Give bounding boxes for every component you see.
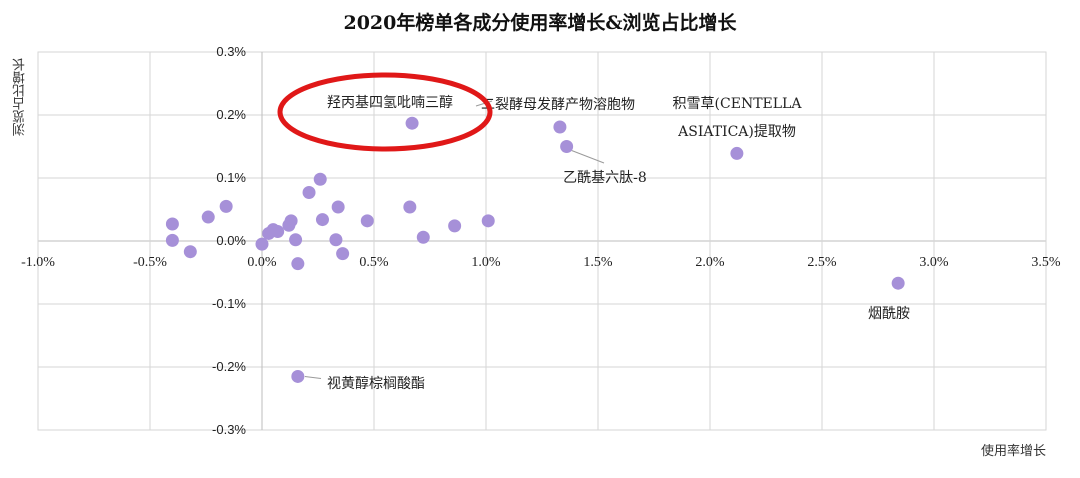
point-label: 积雪草(CENTELLA ASIATICA)提取物	[673, 96, 803, 140]
data-point	[183, 245, 197, 259]
x-tick-label: 3.5%	[1031, 255, 1061, 270]
data-point	[403, 200, 417, 214]
label-leader-lines	[304, 100, 605, 379]
y-tick-label: 0.0%	[216, 233, 246, 248]
x-tick-labels: -1.0% -0.5% 0.0% 0.5% 1.0% 1.5% 2.0% 2.5% 3.0% 3.…	[21, 255, 1061, 270]
x-tick-label: 1.5%	[583, 255, 613, 270]
data-point	[302, 185, 316, 199]
x-tick-label: 0.0%	[247, 255, 277, 270]
grid-lines	[37, 51, 1047, 431]
leader-line	[475, 100, 493, 107]
y-tick-label: -0.1%	[212, 296, 246, 311]
point-label-line: 积雪草(CENTELLA	[673, 96, 803, 112]
y-tick-label: 0.2%	[216, 107, 246, 122]
data-point	[289, 233, 303, 247]
chart-title: 2020年榜单各成分使用率增长&浏览占比增长	[343, 12, 737, 34]
point-label-line: ASIATICA)提取物	[677, 124, 796, 140]
y-tick-label: -0.3%	[212, 422, 246, 437]
data-point	[331, 200, 345, 214]
data-points	[165, 116, 905, 383]
x-tick-label: -1.0%	[21, 255, 55, 270]
x-tick-label: 1.0%	[471, 255, 501, 270]
data-point	[360, 214, 374, 228]
data-point-labeled	[405, 116, 419, 130]
data-point	[481, 214, 495, 228]
data-point	[291, 257, 305, 271]
data-point	[315, 213, 329, 227]
data-point	[255, 237, 269, 251]
data-point	[201, 210, 215, 224]
data-point-labeled	[891, 276, 905, 290]
leader-line	[304, 375, 322, 379]
y-tick-label: 0.1%	[216, 170, 246, 185]
data-point-labeled	[560, 140, 574, 153]
data-point	[271, 225, 285, 239]
point-label: 羟丙基四氢吡喃三醇	[327, 94, 453, 111]
data-point	[448, 219, 462, 233]
data-point	[165, 217, 179, 231]
data-point-labeled	[730, 146, 744, 160]
leader-line	[571, 150, 605, 164]
data-point-labeled	[291, 369, 305, 383]
x-axis-label: 使用率增长	[980, 444, 1046, 459]
y-tick-labels: 0.3% 0.2% 0.1% 0.0% -0.1% -0.2% -0.3%	[212, 44, 246, 437]
highlight-annotation	[277, 72, 493, 152]
data-point	[165, 233, 179, 247]
x-tick-label: 0.5%	[359, 255, 389, 270]
data-point	[219, 199, 233, 213]
point-label: 乙酰基六肽-8	[563, 169, 647, 186]
data-point	[416, 230, 430, 244]
highlight-ellipse	[277, 72, 493, 152]
y-tick-label: -0.2%	[212, 359, 246, 374]
y-tick-label: 0.3%	[216, 44, 246, 59]
data-point	[313, 172, 327, 186]
data-point-labeled	[553, 120, 567, 134]
point-label: 视黄醇棕榈酸酯	[327, 375, 425, 392]
data-point	[329, 233, 343, 247]
data-point	[284, 214, 298, 228]
x-tick-label: 2.0%	[695, 255, 725, 270]
point-label: 烟酰胺	[868, 306, 910, 322]
x-tick-label: 2.5%	[807, 255, 837, 270]
point-label: 二裂酵母发酵产物溶胞物	[481, 97, 635, 113]
x-tick-label: 3.0%	[919, 255, 949, 270]
x-tick-label: -0.5%	[133, 255, 167, 270]
data-point	[336, 247, 350, 261]
